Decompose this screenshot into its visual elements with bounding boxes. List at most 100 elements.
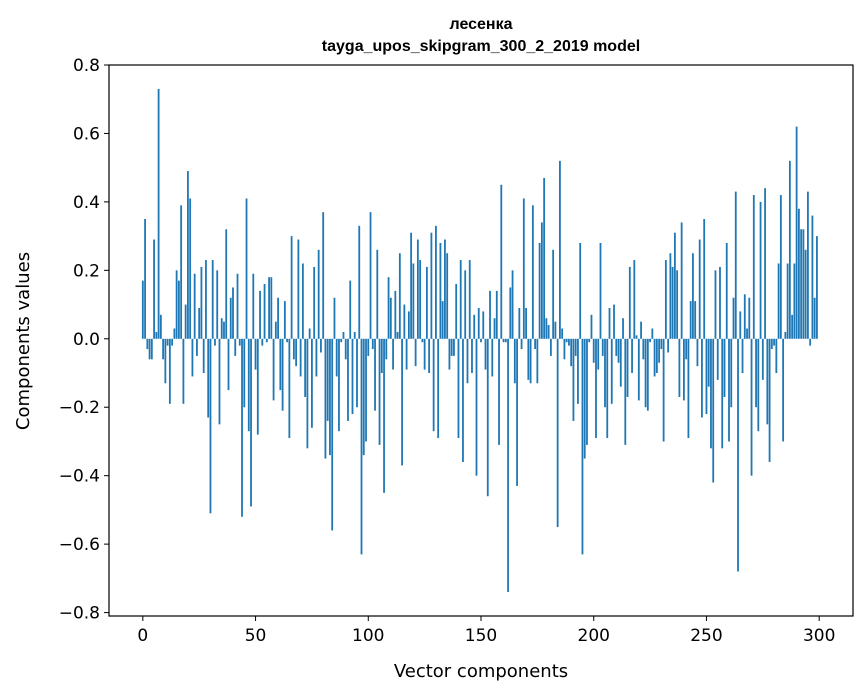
x-tick-label: 50 [245,626,267,646]
bar-155 [491,338,494,377]
bar-74 [308,328,311,339]
bar-1 [144,219,146,339]
bar-0 [141,280,144,339]
bar-39 [229,297,232,339]
bar-175 [536,338,539,384]
chart-title-line1: лесенка [449,16,512,33]
bar-121 [414,338,417,367]
bar-195 [581,338,584,555]
bar-158 [498,338,500,445]
bar-112 [394,290,397,339]
bar-126 [425,266,428,339]
bar-246 [696,338,699,367]
bar-242 [687,338,690,439]
bar-22 [191,338,194,377]
bar-203 [599,242,602,339]
bar-157 [495,290,498,339]
bar-298 [813,297,816,339]
bar-146 [471,338,473,374]
bar-241 [685,338,688,360]
bar-81 [324,338,327,459]
bar-6 [155,331,158,339]
bar-93 [351,338,354,415]
bar-30 [209,338,212,514]
bar-131 [437,338,440,439]
bar-79 [320,338,322,353]
bar-198 [588,338,591,343]
bar-185 [559,160,561,339]
x-tick-label: 0 [137,626,148,646]
bar-229 [658,338,661,363]
bar-297 [811,215,814,339]
bar-188 [565,338,568,343]
bar-206 [606,338,609,439]
bar-247 [698,239,701,339]
bar-214 [624,338,627,445]
bar-255 [716,338,719,380]
bar-296 [809,338,812,346]
bar-181 [549,338,552,356]
bar-251 [707,338,710,387]
bar-224 [646,338,649,411]
bar-149 [477,307,480,339]
bar-108 [385,338,388,360]
y-tick-label: 0.8 [73,56,100,76]
bar-276 [764,188,766,339]
bar-84 [331,338,334,531]
bar-54 [263,284,266,339]
bar-19 [184,304,187,339]
bar-207 [608,307,611,339]
bar-125 [423,338,426,370]
y-tick-label: 0.4 [73,193,100,213]
bar-96 [358,225,361,339]
bar-271 [752,195,755,339]
bar-216 [628,266,631,339]
bar-56 [268,277,270,339]
bar-109 [387,277,390,339]
bar-212 [619,338,622,387]
bar-150 [480,338,482,343]
bar-90 [344,338,347,360]
bar-15 [175,270,178,339]
bar-232 [664,260,667,339]
bar-196 [583,338,586,459]
bar-289 [793,263,796,339]
x-axis-label: Vector components [394,661,568,682]
bar-144 [466,338,469,384]
bar-69 [297,239,300,339]
bar-132 [439,242,442,339]
bar-28 [205,260,207,339]
bar-32 [214,338,216,346]
bar-222 [642,338,645,360]
x-axis-ticks: 0 50 100 150 200 250 300 [137,616,835,646]
bar-263 [734,191,737,339]
bar-13 [171,338,174,346]
bar-62 [281,338,284,411]
bar-245 [694,301,697,339]
bar-37 [225,229,228,339]
bar-77 [315,338,318,377]
bar-204 [601,338,604,356]
bar-208 [610,338,613,404]
bar-40 [232,287,234,339]
bar-27 [202,338,205,374]
bar-221 [640,321,642,339]
bar-137 [450,338,453,356]
bar-34 [218,338,221,425]
y-tick-label: −0.4 [59,467,100,487]
y-tick-label: −0.8 [59,604,100,624]
bar-76 [313,266,316,339]
bar-82 [326,338,329,421]
bar-66 [290,236,293,339]
bar-16 [177,280,180,339]
bar-293 [802,229,805,339]
bar-91 [347,338,349,421]
bar-295 [807,191,809,339]
bar-8 [159,314,162,339]
bar-78 [317,249,320,339]
bar-275 [761,338,764,380]
bar-256 [719,266,721,339]
bar-236 [673,232,676,339]
bar-237 [676,270,679,339]
bar-140 [457,338,460,439]
